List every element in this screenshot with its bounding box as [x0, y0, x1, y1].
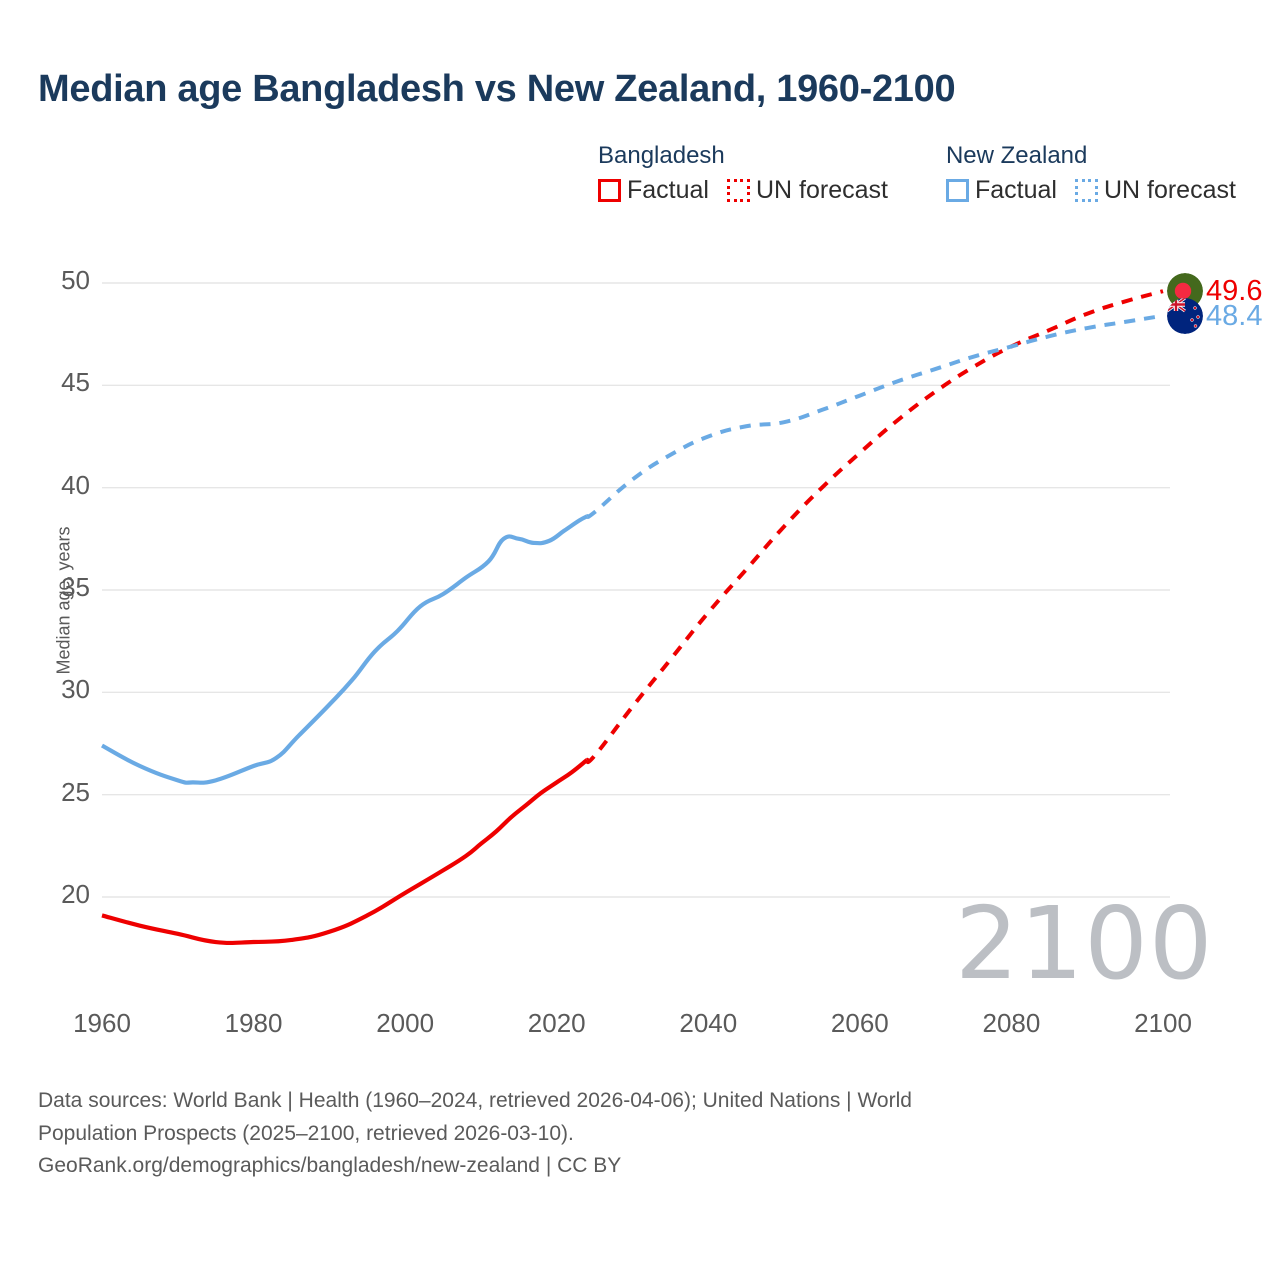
y-axis-tick-label: 25 [61, 776, 90, 807]
legend-label-bangladesh-factual: Factual [627, 176, 709, 204]
x-axis-tick-label: 2020 [527, 1008, 586, 1038]
x-axis-tick-label: 1980 [224, 1008, 283, 1038]
solid-square-outline-icon [945, 179, 969, 202]
legend-entry-bangladesh-forecast[interactable]: UN forecast [726, 176, 888, 205]
y-axis-tick-label: 35 [61, 572, 90, 602]
legend-group-title-bangladesh: Bangladesh [598, 142, 725, 169]
legend-group-title-new-zealand: New Zealand [945, 142, 1088, 169]
series-line-new-zealand-factual [101, 514, 589, 785]
end-value-label-new-zealand: 48.4 [1206, 299, 1263, 332]
x-axis-tick-label: 2040 [679, 1008, 738, 1038]
series-line-bangladesh-forecast [585, 289, 1164, 764]
x-axis-tick-label: 2100 [1134, 1008, 1192, 1038]
legend-label-bangladesh-forecast: UN forecast [755, 176, 888, 204]
y-axis-tick-label: 50 [61, 265, 90, 295]
legend-label-new-zealand-factual: Factual [974, 176, 1057, 204]
series-line-new-zealand-forecast [585, 313, 1164, 519]
y-axis-tick-label: 30 [61, 674, 90, 705]
x-axis-tick-label: 2080 [982, 1008, 1041, 1038]
footer-sources: Data sources: World Bank | Health (1960–… [38, 1085, 1168, 1183]
page-title: Median age Bangladesh vs New Zealand, 19… [38, 68, 956, 110]
series-lines [101, 289, 1164, 946]
end-value-label-bangladesh: 49.6 [1206, 275, 1263, 308]
y-axis-tick-label: 45 [61, 367, 90, 398]
new-zealand-flag-icon [1167, 297, 1203, 334]
chart-legend: Bangladesh Factual UN forecast New Zeala… [598, 142, 1248, 205]
gridlines [102, 282, 1170, 898]
footer-line-2: Population Prospects (2025–2100, retriev… [38, 1121, 574, 1145]
legend-group-bangladesh: Bangladesh Factual UN forecast [598, 142, 888, 205]
x-axis-tick-label: 1960 [73, 1008, 131, 1038]
x-axis-tick-label: 2060 [830, 1008, 889, 1038]
dotted-square-outline-icon [726, 179, 750, 202]
y-axis-tick-label: 40 [61, 469, 90, 500]
dotted-square-outline-icon [1074, 179, 1098, 202]
y-axis-tick-label: 20 [61, 879, 90, 909]
solid-square-outline-icon [598, 179, 621, 202]
footer-line-1: Data sources: World Bank | Health (1960–… [38, 1089, 912, 1112]
legend-group-new-zealand: New Zealand Factual UN forecast [945, 142, 1236, 205]
legend-entry-new-zealand-forecast[interactable]: UN forecast [1074, 176, 1236, 205]
year-watermark: 2100 [955, 885, 1214, 1002]
x-axis-tick-label: 2000 [376, 1008, 435, 1038]
footer-line-3: GeoRank.org/demographics/bangladesh/new-… [38, 1154, 622, 1178]
series-line-bangladesh-factual [101, 758, 589, 946]
legend-entry-bangladesh-factual[interactable]: Factual [598, 176, 709, 205]
legend-entry-new-zealand-factual[interactable]: Factual [945, 176, 1057, 205]
legend-label-new-zealand-forecast: UN forecast [1103, 176, 1236, 204]
